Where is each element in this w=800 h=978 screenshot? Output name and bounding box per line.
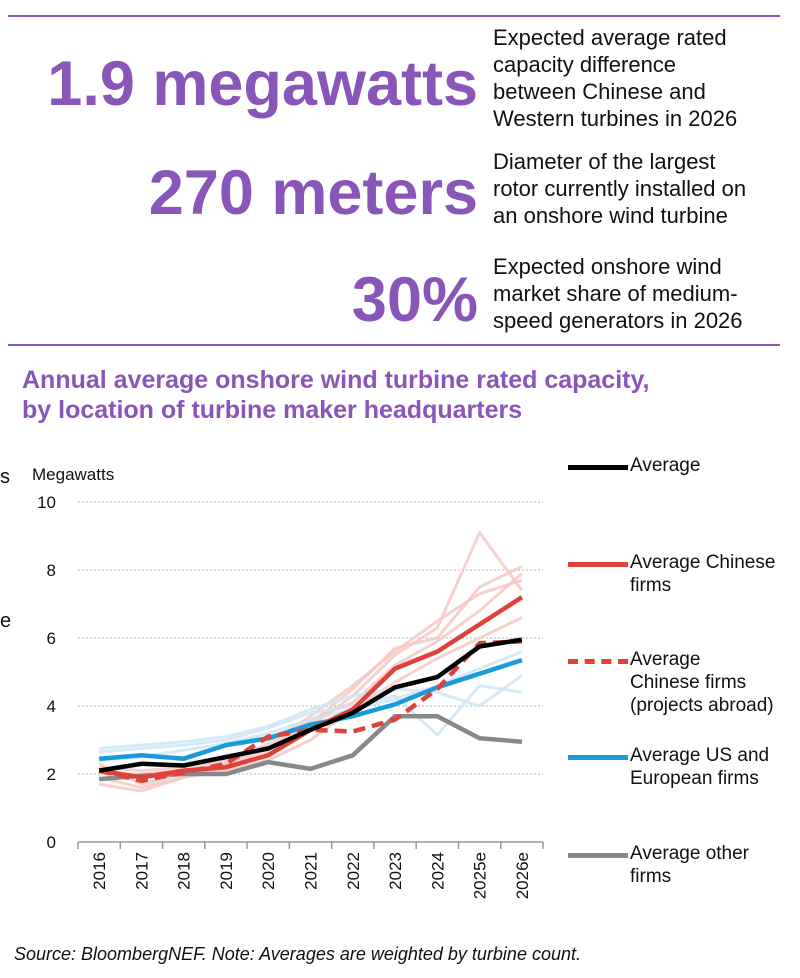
stat-description-line: Expected average rated (493, 25, 727, 50)
y-tick-label: 0 (47, 833, 56, 852)
legend-label: Average other firms (630, 843, 750, 887)
x-tick-label: 2026e (513, 852, 532, 899)
cropped-text-fragment: s (0, 466, 10, 488)
background-series-line (98, 616, 523, 793)
x-tick-label: 2024 (428, 852, 447, 890)
y-tick-label: 6 (47, 629, 56, 648)
stat-description-line: between Chinese and (493, 79, 706, 104)
background-series-line (98, 684, 523, 754)
chart-title-line: Annual average onshore wind turbine rate… (22, 366, 650, 394)
chart-title-line: by location of turbine maker headquarter… (22, 396, 523, 424)
stat-value: 270 meters (148, 158, 478, 228)
x-tick-label: 2023 (386, 852, 405, 890)
legend-label: Average (630, 455, 701, 476)
x-tick-label: 2016 (90, 852, 109, 890)
y-tick-label: 8 (47, 561, 56, 580)
x-tick-label: 2019 (217, 852, 236, 890)
background-series-line (98, 674, 523, 750)
middle-divider (8, 344, 780, 346)
legend-label: Average US and European firms (630, 745, 770, 789)
source-note: Source: BloombergNEF. Note: Averages are… (14, 944, 581, 964)
stat-description-line: capacity difference (493, 52, 677, 77)
series-line (98, 639, 522, 784)
chart-title: Annual average onshore wind turbine rate… (22, 365, 792, 425)
axes: 0 2 4 6 8 10 2016 2017 2018 2019 2020 2021 2022 2023 2… (37, 493, 544, 899)
legend-swatch (568, 562, 628, 567)
legend-swatch (568, 659, 628, 664)
stat-description-line: Western turbines in 2026 (493, 106, 738, 131)
background-series-line (98, 650, 523, 762)
legend-swatch (568, 853, 628, 858)
line-chart: Megawatts 0 2 4 6 8 10 2016 2017 2018 2019 2020 202… (32, 465, 544, 899)
stat-description-line: Expected onshore wind (493, 254, 722, 279)
stat-description: Expected onshore wind market share of me… (493, 253, 793, 334)
series-line (98, 637, 523, 773)
x-tick-label: 2020 (259, 852, 278, 890)
stat-description: Diameter of the largest rotor currently … (493, 148, 793, 229)
y-tick-label: 2 (47, 765, 56, 784)
y-tick-label: 4 (47, 697, 56, 716)
x-tick-label: 2025e (471, 852, 490, 899)
stat-description: Expected average rated capacity differen… (493, 24, 793, 132)
cropped-text-fragment: e (0, 610, 12, 632)
legend-swatch (568, 755, 628, 760)
y-tick-label: 10 (37, 493, 56, 512)
stat-description-line: speed generators in 2026 (493, 308, 743, 333)
stat-description-line: Diameter of the largest (493, 149, 716, 174)
legend-label: Average Chinese firms (630, 552, 776, 596)
series-line (98, 657, 523, 761)
x-tick-label: 2022 (344, 852, 363, 890)
stat-value: 30% (351, 265, 478, 335)
x-tick-label: 2018 (175, 852, 194, 890)
stat-description-line: rotor currently installed on (493, 176, 747, 201)
series-lines (98, 595, 524, 784)
background-series-line (98, 578, 523, 786)
legend-swatch (568, 465, 628, 470)
x-tick-label: 2017 (132, 852, 151, 890)
legend-label: Average Chinese firms (projects abroad) (630, 649, 774, 716)
x-tick-label: 2021 (302, 852, 321, 890)
stat-value: 1.9 megawatts (47, 49, 478, 119)
y-axis-label: Megawatts (32, 465, 114, 484)
stat-description-line: an onshore wind turbine (493, 203, 728, 228)
stat-description-line: market share of medium- (493, 281, 738, 306)
top-divider (8, 15, 780, 17)
